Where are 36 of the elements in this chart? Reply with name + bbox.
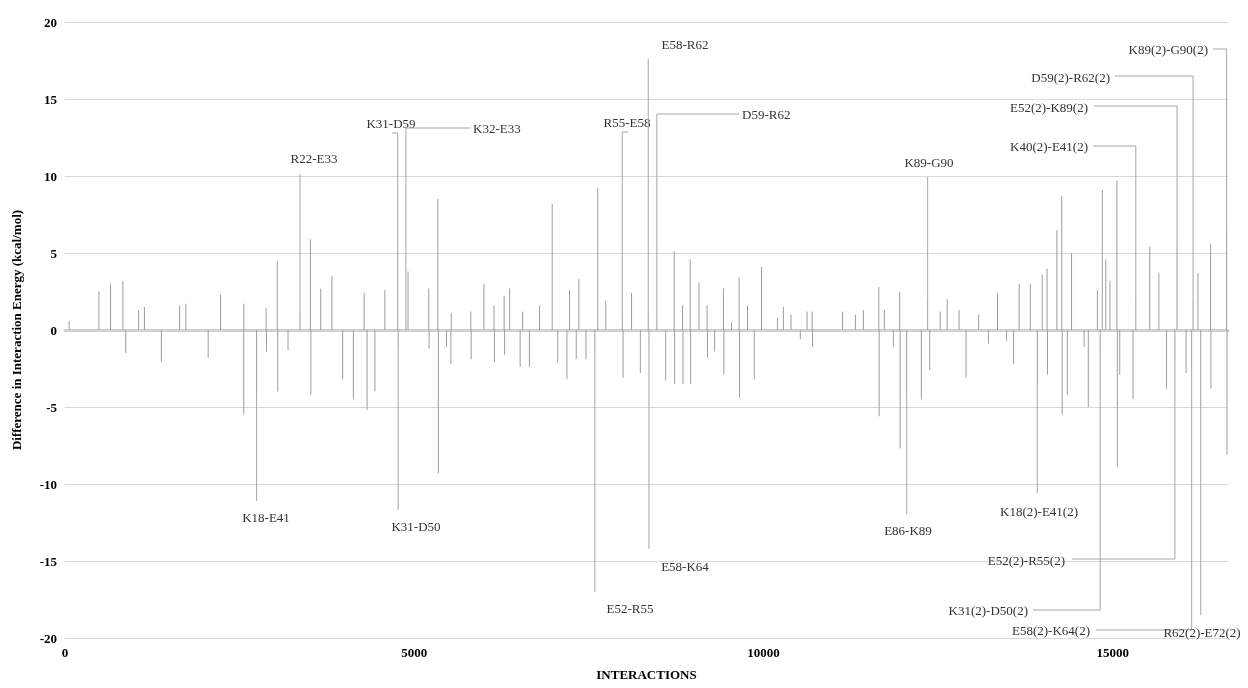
y-tick-label: -5 (46, 399, 58, 415)
annotation: E86-K89 (884, 522, 932, 538)
annotation: E52-R55 (606, 600, 654, 616)
annotation: E52(2)-R55(2) (987, 552, 1065, 568)
annotation: E58(2)-K64(2) (1012, 622, 1090, 638)
annotation: E52(2)-K89(2) (1010, 99, 1088, 115)
y-tick-label: 15 (44, 91, 58, 107)
annotation: D59(2)-R62(2) (1031, 69, 1110, 85)
annotation: K18(2)-E41(2) (1000, 503, 1078, 519)
annotation: K32-E33 (473, 120, 521, 136)
annotation: E58-R62 (661, 36, 709, 52)
annotation: K89-G90 (904, 154, 954, 170)
annotation: R62(2)-E72(2) (1163, 624, 1241, 640)
x-tick-label: 5000 (401, 645, 428, 660)
annotation: K31-D59 (366, 115, 416, 131)
y-axis-title: Difference in Interaction Energy (kcal/mol) (9, 209, 24, 451)
annotation: K18-E41 (242, 509, 290, 525)
annotation: D59-R62 (742, 106, 791, 122)
annotation: K40(2)-E41(2) (1010, 138, 1088, 154)
y-tick-label: -15 (39, 553, 58, 569)
annotation: E58-K64 (661, 558, 710, 574)
annotation: R55-E58 (603, 114, 651, 130)
y-tick-label: -20 (39, 630, 57, 646)
x-tick-label: 0 (61, 645, 69, 660)
annotation: K31(2)-D50(2) (948, 602, 1028, 618)
y-tick-label: -10 (39, 476, 57, 492)
y-tick-label: 5 (50, 245, 58, 261)
y-tick-label: 0 (50, 322, 57, 338)
y-tick-label: 20 (44, 14, 57, 30)
annotation: R22-E33 (290, 150, 338, 166)
annotation: K89(2)-G90(2) (1128, 41, 1208, 57)
x-tick-label: 15000 (1096, 645, 1129, 660)
annotation: K31-D50 (391, 518, 441, 534)
x-tick-label: 10000 (747, 645, 780, 660)
x-axis-title: INTERACTIONS (596, 667, 697, 682)
y-tick-label: 10 (44, 168, 57, 184)
